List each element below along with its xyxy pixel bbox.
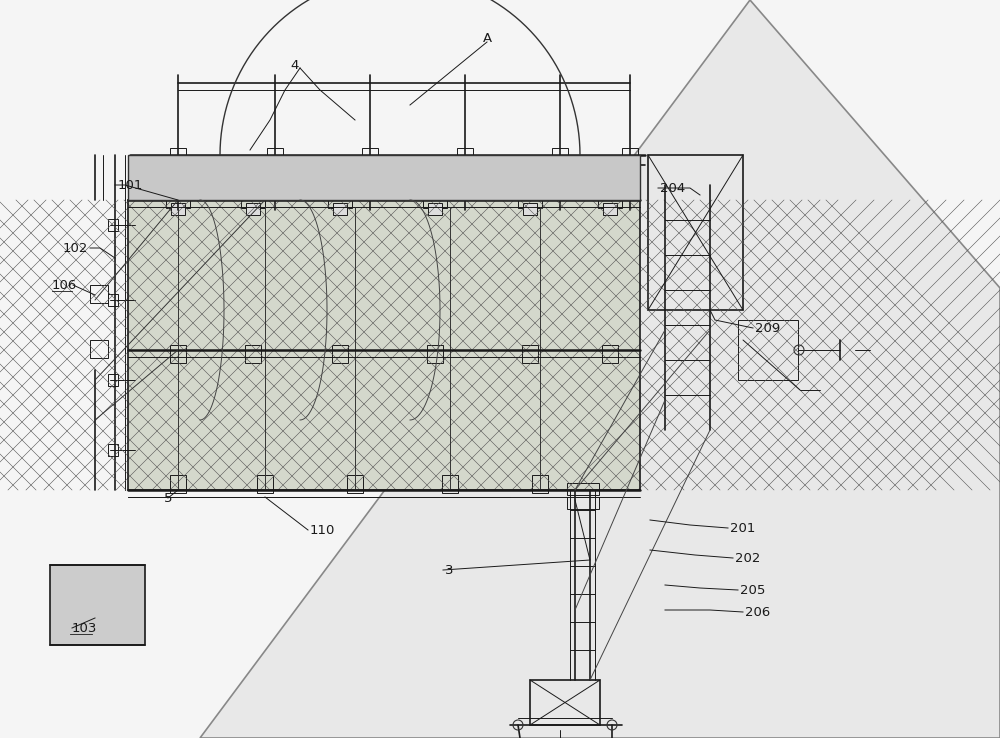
Bar — [166, 190, 190, 208]
Bar — [128, 200, 640, 490]
Text: 202: 202 — [735, 551, 760, 565]
Bar — [170, 475, 186, 493]
Polygon shape — [200, 0, 1000, 738]
Bar — [332, 345, 348, 363]
Bar — [423, 190, 447, 208]
Bar — [108, 219, 118, 231]
Bar — [442, 475, 458, 493]
Bar — [267, 148, 283, 163]
Bar — [170, 148, 186, 163]
Bar — [108, 444, 118, 456]
Bar — [171, 203, 185, 215]
Bar — [108, 374, 118, 386]
Text: 206: 206 — [745, 605, 770, 618]
Bar — [333, 203, 347, 215]
Bar — [738, 320, 798, 380]
Bar — [530, 680, 600, 725]
Text: 201: 201 — [730, 522, 755, 534]
Bar — [518, 190, 542, 208]
Bar — [328, 190, 352, 208]
Bar — [246, 203, 260, 215]
Bar — [598, 190, 622, 208]
Bar — [108, 294, 118, 306]
Bar — [622, 148, 638, 163]
Bar — [603, 203, 617, 215]
Bar — [362, 148, 378, 163]
Text: A: A — [482, 32, 492, 44]
Bar — [648, 155, 743, 310]
Bar — [257, 475, 273, 493]
Bar — [567, 483, 599, 495]
Bar — [90, 285, 108, 303]
Text: 4: 4 — [291, 58, 299, 72]
Text: 110: 110 — [310, 523, 335, 537]
Bar — [532, 475, 548, 493]
Bar — [427, 345, 443, 363]
Text: 3: 3 — [445, 564, 454, 576]
Bar — [347, 475, 363, 493]
Bar — [170, 345, 186, 363]
Bar — [50, 565, 145, 645]
Bar — [552, 148, 568, 163]
Bar — [523, 203, 537, 215]
Bar — [245, 345, 261, 363]
Bar — [567, 497, 599, 509]
Bar — [522, 345, 538, 363]
Bar — [128, 200, 640, 490]
Text: 101: 101 — [118, 179, 143, 191]
Bar — [90, 340, 108, 358]
Text: 205: 205 — [740, 584, 765, 596]
Text: 209: 209 — [755, 322, 780, 334]
Bar — [602, 345, 618, 363]
Text: 106: 106 — [52, 278, 77, 292]
Text: 102: 102 — [63, 241, 88, 255]
Text: 5: 5 — [164, 492, 172, 505]
Bar — [457, 148, 473, 163]
Text: 204: 204 — [660, 182, 685, 195]
Bar — [428, 203, 442, 215]
Bar — [128, 155, 640, 200]
Text: 103: 103 — [72, 621, 97, 635]
Bar — [241, 190, 265, 208]
